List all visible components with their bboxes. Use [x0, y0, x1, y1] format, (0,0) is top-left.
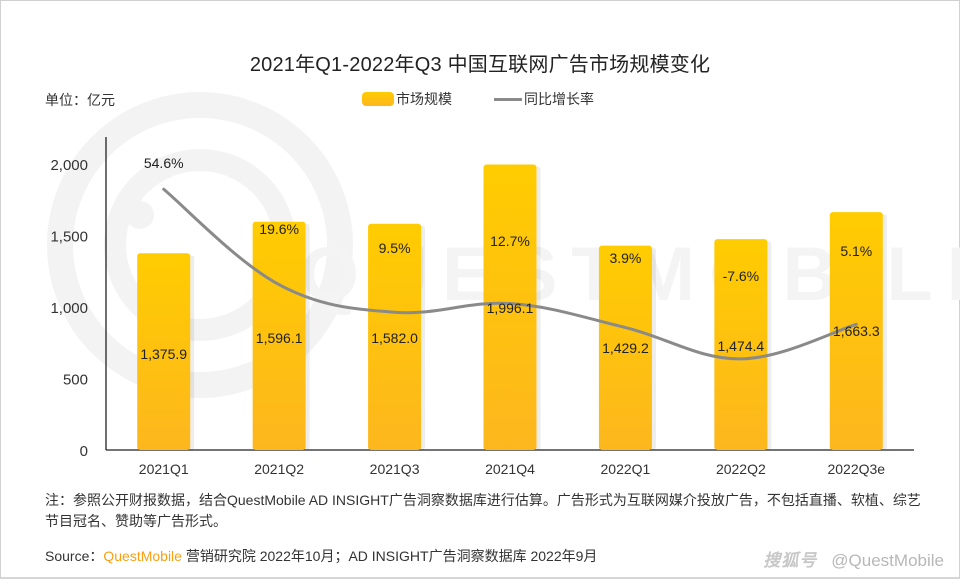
- x-tick-label: 2021Q1: [139, 461, 189, 477]
- axes: 0 500 1,000 1,500 2,000 2021Q1 2021Q2 2021Q3 202…: [50, 137, 914, 477]
- watermark-account: @QuestMobile: [831, 551, 944, 570]
- y-tick-label: 0: [80, 443, 88, 460]
- growth-label: 9.5%: [379, 240, 411, 256]
- bar-value-label: 1,663.3: [833, 323, 880, 339]
- watermark-dot: [126, 201, 154, 229]
- chart-title: 2021年Q1-2022年Q3 中国互联网广告市场规模变化: [249, 54, 711, 76]
- bar-value-label: 1,429.2: [602, 340, 649, 356]
- bars: [137, 164, 887, 451]
- growth-line-path: [162, 187, 858, 361]
- growth-label: 19.6%: [259, 221, 299, 237]
- bar-value-label: 1,596.1: [256, 330, 303, 346]
- y-tick-label: 2,000: [50, 157, 88, 174]
- legend-line-swatch: [494, 97, 522, 101]
- bar-value-label: 1,582.0: [371, 330, 418, 346]
- bar: [829, 212, 883, 450]
- growth-label: 12.7%: [490, 233, 530, 249]
- source-rest: 营销研究院 2022年10月；AD INSIGHT广告洞察数据库 2022年9月: [185, 548, 598, 564]
- source-line: Source：QuestMobile 营销研究院 2022年10月；AD INS…: [45, 546, 597, 566]
- x-tick-label: 2022Q3e: [827, 461, 885, 477]
- growth-label: 5.1%: [840, 243, 872, 259]
- bar: [714, 239, 768, 450]
- legend-bar-label: 市场规模: [396, 91, 452, 107]
- footnote: 注：参照公开财报数据，结合QuestMobile AD INSIGHT广告洞察数…: [45, 492, 921, 529]
- bar-value-label: 1,996.1: [487, 300, 534, 316]
- watermark-ring-outer: [47, 92, 353, 398]
- y-tick-label: 1,000: [50, 300, 88, 317]
- data-labels: 54.6% 19.6% 9.5% 12.7% 3.9% -7.6% 5.1% 1,375.9 1…: [140, 155, 879, 362]
- growth-label: -7.6%: [723, 268, 760, 284]
- x-tick-label: 2022Q1: [601, 461, 651, 477]
- sohu-watermark: 搜狐号 @QuestMobile: [763, 546, 944, 571]
- x-tick-label: 2021Q2: [254, 461, 304, 477]
- growth-line: [162, 187, 858, 361]
- source-brand: QuestMobile: [103, 548, 182, 564]
- bar: [598, 245, 652, 450]
- unit-label: 单位：亿元: [45, 92, 115, 108]
- source-prefix: Source：: [45, 548, 104, 564]
- x-tick-label: 2021Q4: [485, 461, 535, 477]
- sohu-logo: 搜狐号: [763, 551, 818, 570]
- bar-value-label: 1,474.4: [717, 338, 764, 354]
- y-tick-label: 500: [63, 372, 88, 389]
- bar: [483, 164, 537, 451]
- x-tick-label: 2022Q2: [716, 461, 766, 477]
- bar-value-label: 1,375.9: [140, 346, 187, 362]
- legend-line-label: 同比增长率: [524, 91, 594, 107]
- growth-label: 54.6%: [144, 155, 184, 171]
- legend-bar-swatch: [362, 92, 394, 106]
- x-tick-label: 2021Q3: [370, 461, 420, 477]
- bar: [252, 221, 306, 450]
- bar: [137, 253, 191, 450]
- bar: [368, 223, 422, 450]
- y-tick-label: 1,500: [50, 229, 88, 246]
- growth-label: 3.9%: [609, 250, 641, 266]
- legend: 市场规模 同比增长率: [362, 89, 594, 109]
